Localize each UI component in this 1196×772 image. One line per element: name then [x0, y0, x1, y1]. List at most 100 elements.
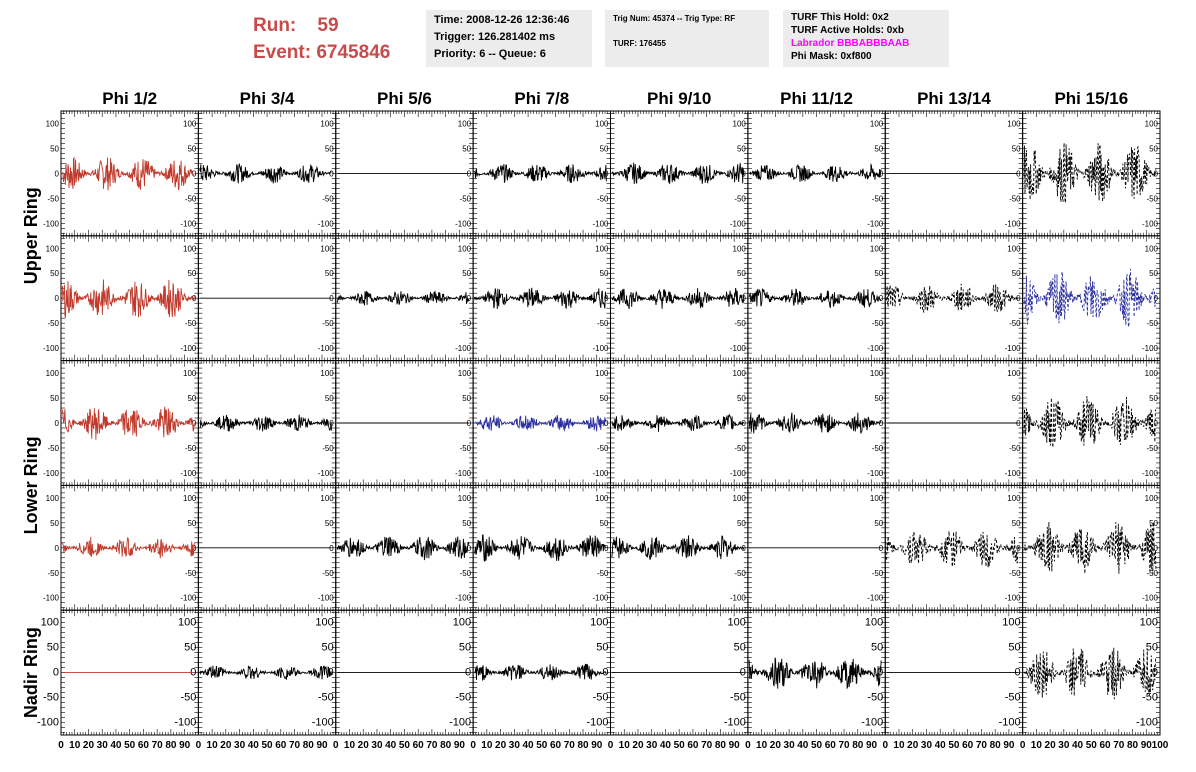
y-tick-label: -50 [460, 319, 472, 328]
trig-info-box: Trig Num: 45374 -- Trig Type: RF TURF: 1… [605, 10, 769, 67]
y-tick-label: -50 [460, 569, 472, 578]
y-tick-label: -100 [867, 594, 884, 603]
column-title: Phi 7/8 [514, 89, 569, 108]
y-tick-label: -100 [43, 594, 60, 603]
y-tick-label: 100 [1007, 244, 1021, 253]
y-tick-label: 100 [458, 494, 472, 503]
y-tick-label: 100 [1145, 369, 1159, 378]
run-value: 59 [317, 15, 339, 36]
priority-line: Priority: 6 -- Queue: 6 [434, 48, 546, 60]
y-tick-label: 50 [462, 519, 471, 528]
y-tick-label: 0 [467, 544, 472, 553]
y-tick-label: 100 [1007, 494, 1021, 503]
column-title: Phi 5/6 [377, 89, 432, 108]
y-tick-label: 50 [737, 144, 746, 153]
y-tick-label: -50 [460, 444, 472, 453]
y-tick-label: -100 [730, 219, 747, 228]
waveform-trace [748, 412, 882, 434]
y-tick-label: -100 [43, 219, 60, 228]
y-tick-label: 0 [329, 169, 334, 178]
y-tick-label: 100 [320, 244, 334, 253]
waveform-trace [61, 406, 195, 440]
run-event-block: Run: 59 Event: 6745846 [253, 12, 390, 66]
waveform-trace [336, 536, 470, 561]
y-tick-label: 50 [325, 519, 334, 528]
y-tick-label: 50 [1149, 144, 1158, 153]
y-tick-label: 50 [874, 394, 883, 403]
y-tick-label: -50 [872, 319, 884, 328]
waveform-trace [199, 414, 333, 432]
y-tick-label: -50 [1146, 194, 1158, 203]
waveform-trace [748, 288, 882, 309]
y-tick-label: -100 [318, 594, 335, 603]
y-tick-label: -50 [597, 444, 609, 453]
y-tick-label: 100 [320, 494, 334, 503]
y-tick-label: 50 [50, 519, 59, 528]
y-tick-label: -50 [185, 569, 197, 578]
y-tick-label: -50 [185, 319, 197, 328]
y-tick-label: 50 [325, 394, 334, 403]
time-line: Time: 2008-12-26 12:36:46 [434, 14, 570, 26]
panel-frame [1022, 360, 1161, 486]
waveform-trace [611, 413, 745, 432]
y-tick-label: 100 [183, 494, 197, 503]
row-label: Upper Ring [21, 187, 41, 284]
y-tick-label: 0 [879, 294, 884, 303]
y-tick-label: 0 [467, 419, 472, 428]
y-tick-label: -100 [730, 469, 747, 478]
turf-info-box: TURF This Hold: 0x2 TURF Active Holds: 0… [783, 10, 949, 67]
y-tick-label: -100 [1142, 469, 1159, 478]
y-tick-label: 50 [462, 144, 471, 153]
y-tick-label: -100 [1142, 344, 1159, 353]
y-tick-label: 100 [870, 119, 884, 128]
y-tick-label: 100 [595, 369, 609, 378]
turf-line: TURF: 176455 [613, 39, 666, 48]
y-tick-label: -50 [1009, 319, 1021, 328]
y-tick-label: 0 [192, 169, 197, 178]
y-tick-label: -100 [455, 594, 472, 603]
y-tick-label: 0 [467, 169, 472, 178]
trig-line: Trig Num: 45374 -- Trig Type: RF [613, 14, 736, 23]
y-tick-label: 50 [874, 144, 883, 153]
y-tick-label: 0 [329, 544, 334, 553]
y-tick-label: 50 [600, 144, 609, 153]
y-tick-label: -100 [592, 219, 609, 228]
y-tick-label: 0 [55, 294, 60, 303]
y-tick-label: 50 [1149, 394, 1158, 403]
y-tick-label: 50 [187, 394, 196, 403]
waveform-trace [474, 534, 607, 562]
y-tick-label: 100 [733, 369, 747, 378]
waveform-trace [199, 163, 332, 184]
y-tick-label: -100 [592, 594, 609, 603]
y-tick-label: -100 [455, 219, 472, 228]
waveform-trace [886, 531, 1019, 568]
waveform-trace [748, 162, 882, 182]
y-tick-label: -50 [322, 569, 334, 578]
phimask-line: Phi Mask: 0xf800 [791, 51, 872, 62]
y-tick-label: 0 [879, 419, 884, 428]
y-tick-label: -100 [1005, 219, 1022, 228]
run-line: Run: 59 [253, 12, 390, 39]
y-tick-label: 100 [183, 119, 197, 128]
waveform-trace [61, 279, 195, 319]
labrador-line: Labrador BBBABBBAAB [791, 38, 910, 49]
y-tick-label: -100 [318, 344, 335, 353]
y-tick-label: -100 [867, 469, 884, 478]
y-tick-label: 50 [325, 269, 334, 278]
y-tick-label: 100 [595, 119, 609, 128]
y-tick-label: -50 [597, 194, 609, 203]
y-tick-label: -100 [180, 594, 197, 603]
y-tick-label: -50 [734, 194, 746, 203]
y-tick-label: 50 [462, 394, 471, 403]
y-tick-label: 100 [46, 494, 60, 503]
y-tick-label: -50 [47, 444, 59, 453]
y-tick-label: -50 [1009, 569, 1021, 578]
y-tick-label: 100 [458, 119, 472, 128]
y-tick-label: 0 [55, 544, 60, 553]
y-tick-label: -50 [322, 444, 334, 453]
y-tick-label: 50 [50, 269, 59, 278]
event-label: Event: [253, 42, 312, 63]
y-tick-label: 100 [320, 119, 334, 128]
y-tick-label: 100 [46, 244, 60, 253]
y-tick-label: -100 [180, 469, 197, 478]
